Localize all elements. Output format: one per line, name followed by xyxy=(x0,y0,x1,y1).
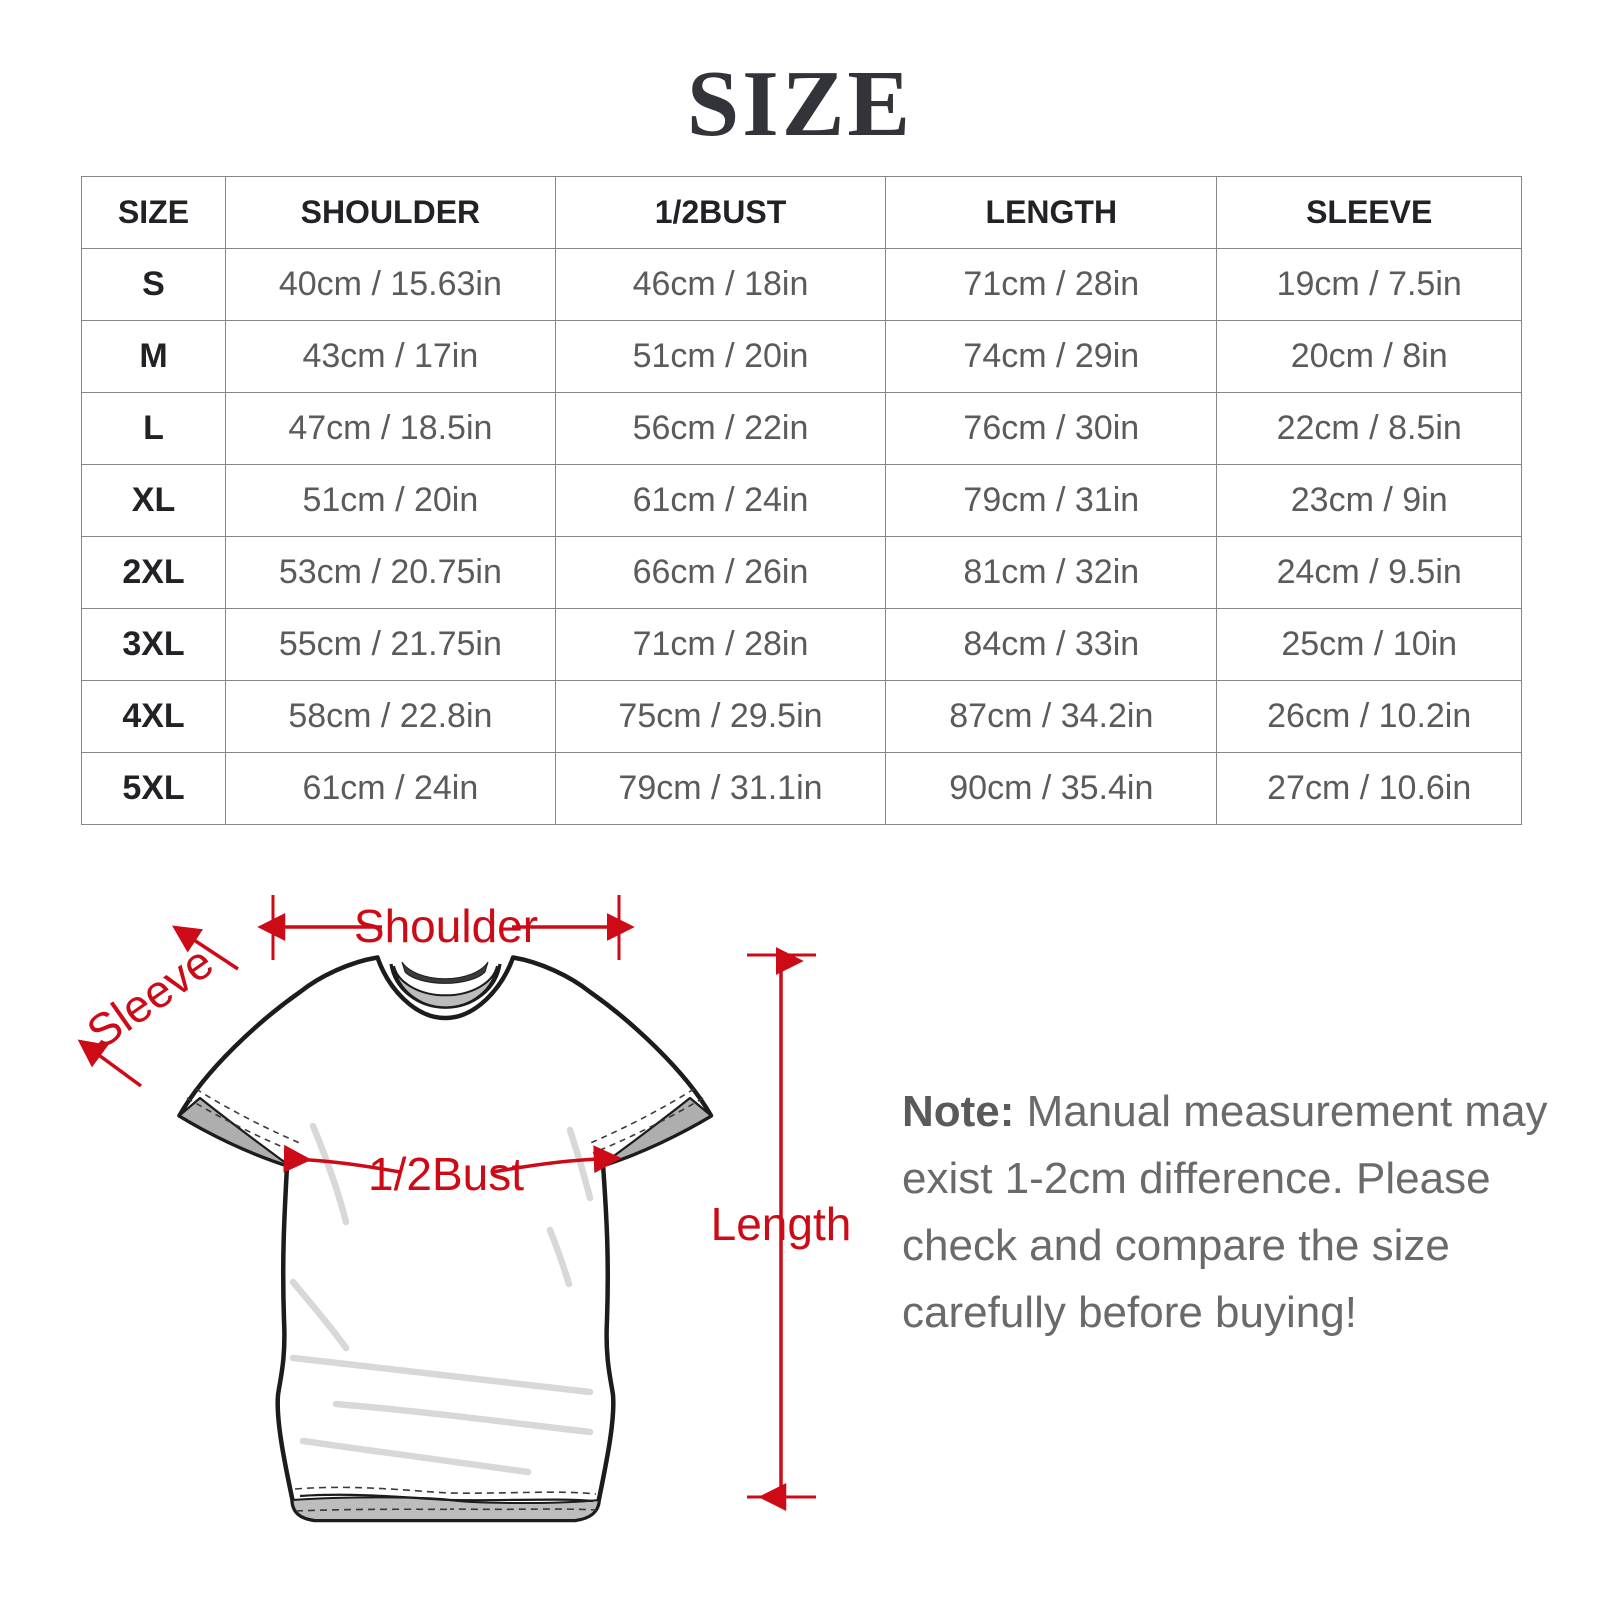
svg-text:1/2Bust: 1/2Bust xyxy=(368,1148,524,1200)
svg-text:Shoulder: Shoulder xyxy=(354,900,538,952)
svg-text:Length: Length xyxy=(711,1198,852,1250)
svg-text:Sleeve: Sleeve xyxy=(77,935,222,1058)
